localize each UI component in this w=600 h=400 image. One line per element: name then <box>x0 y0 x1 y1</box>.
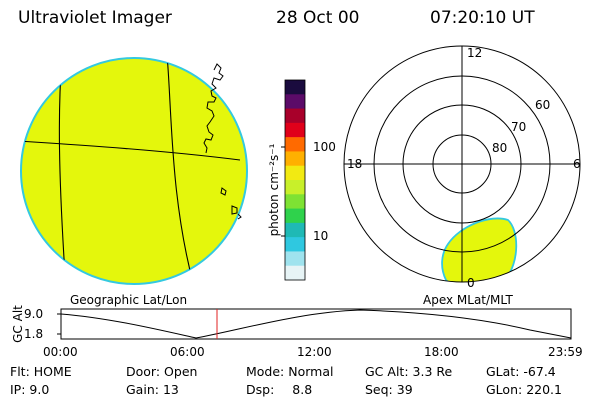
flt-value: HOME <box>33 364 72 379</box>
color-bar-unit-label: photon cm⁻²s⁻¹ <box>267 143 281 237</box>
lat-label-80: 80 <box>492 141 508 155</box>
color-bar-segment <box>285 108 305 124</box>
polar-panel-label: Apex MLat/MLT <box>423 293 513 307</box>
color-bar-segment <box>285 80 305 95</box>
mlt-label-left: 18 <box>347 157 363 171</box>
info-dsp: Dsp: 8.8 <box>246 382 312 397</box>
altitude-curve <box>60 309 572 339</box>
gain-value: 13 <box>162 382 179 397</box>
ip-value: 9.0 <box>29 382 50 397</box>
y-tick-label-1: 1.8 <box>24 327 44 341</box>
geo-meridian-right <box>166 58 196 284</box>
timeline-axis-title: GC Alt <box>11 305 25 343</box>
lat-ring-60 <box>373 75 551 253</box>
glon-label: GLon: <box>486 382 523 397</box>
observation-date: 28 Oct 00 <box>276 8 360 28</box>
mode-value: Normal <box>288 364 334 379</box>
x-tick-label-1200: 12:00 <box>297 345 332 359</box>
seq-value: 39 <box>396 382 413 397</box>
door-value: Open <box>164 364 198 379</box>
info-flt: Flt: HOME <box>10 364 72 379</box>
lat-ring-outer <box>343 45 581 283</box>
door-label: Door: <box>126 364 161 379</box>
color-bar-segment <box>285 122 305 138</box>
mlt-label-right: 6 <box>573 157 581 171</box>
color-bar-segment <box>285 137 305 152</box>
auroral-blob <box>441 217 518 282</box>
dsp-value: 8.8 <box>292 382 313 397</box>
gcalt-value: 3.3 Re <box>412 364 453 379</box>
mode-label: Mode: <box>246 364 285 379</box>
mlt-label-bottom: 0 <box>467 276 475 290</box>
dsp-label: Dsp: <box>246 382 275 397</box>
color-bar-segment <box>285 265 305 281</box>
x-tick-label-0600: 06:00 <box>170 345 205 359</box>
info-gcalt: GC Alt: 3.3 Re <box>365 364 452 379</box>
color-bar-segment <box>285 237 305 252</box>
gain-label: Gain: <box>126 382 159 397</box>
x-tick-label-0000: 00:00 <box>43 345 78 359</box>
seq-label: Seq: <box>365 382 393 397</box>
color-bar-label-10: 10 <box>313 229 329 243</box>
observation-time: 07:20:10 UT <box>430 8 535 28</box>
geo-parallel <box>21 140 241 161</box>
geo-panel-label: Geographic Lat/Lon <box>70 293 188 307</box>
color-bar-segment <box>285 222 305 238</box>
color-bar-segment <box>285 194 305 210</box>
glat-label: GLat: <box>486 364 520 379</box>
flt-label: Flt: <box>10 364 30 379</box>
info-mode: Mode: Normal <box>246 364 334 379</box>
lat-ring-70 <box>402 104 522 224</box>
info-door: Door: Open <box>126 364 197 379</box>
lat-ring-80 <box>432 134 492 194</box>
color-bar-label-100: 100 <box>313 140 336 154</box>
color-bar-segment <box>285 180 305 195</box>
coastline-islands <box>220 187 242 220</box>
x-tick-label-2359: 23:59 <box>548 345 583 359</box>
info-gain: Gain: 13 <box>126 382 179 397</box>
info-seq: Seq: 39 <box>365 382 413 397</box>
ip-label: IP: <box>10 382 26 397</box>
lat-label-60: 60 <box>535 98 551 112</box>
geo-meridian-left <box>58 58 67 284</box>
glat-value: -67.4 <box>523 364 556 379</box>
color-bar-segment <box>285 151 305 167</box>
instrument-title: Ultraviolet Imager <box>18 8 172 28</box>
color-bar-segment <box>285 165 305 181</box>
info-ip: IP: 9.0 <box>10 382 49 397</box>
x-tick-label-1800: 18:00 <box>424 345 459 359</box>
color-bar-segment <box>285 208 305 224</box>
coastline <box>203 63 224 154</box>
info-glon: GLon: 220.1 <box>486 382 562 397</box>
color-bar-segment <box>285 94 305 110</box>
info-glat: GLat: -67.4 <box>486 364 556 379</box>
y-tick-label-9: 9.0 <box>24 307 44 321</box>
glon-value: 220.1 <box>526 382 562 397</box>
geo-disc <box>20 57 248 285</box>
gcalt-label: GC Alt: <box>365 364 409 379</box>
lat-label-70: 70 <box>511 120 527 134</box>
mlt-label-top: 12 <box>467 46 483 60</box>
color-bar-segment <box>285 251 305 267</box>
